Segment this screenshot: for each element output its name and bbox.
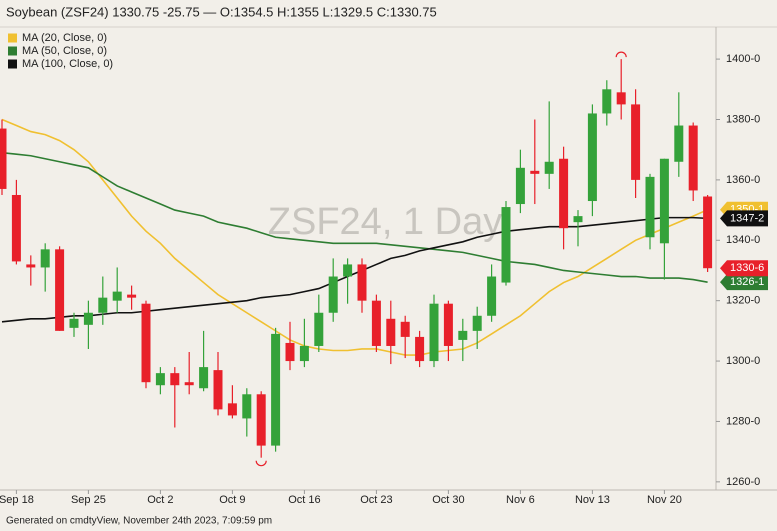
candle-body — [415, 336, 425, 362]
candle-body — [573, 216, 583, 223]
y-tick-label: 1300-0 — [726, 355, 760, 367]
ma-line — [1, 216, 708, 323]
y-tick-label: 1400-0 — [726, 53, 760, 65]
legend-label: MA (20, Close, 0) — [22, 32, 107, 44]
candle-body — [55, 249, 65, 331]
candle-body — [112, 291, 122, 301]
candle-body — [40, 249, 50, 268]
candle-body — [199, 367, 209, 389]
x-tick-label: Nov 6 — [506, 494, 535, 506]
y-tick-label: 1320-0 — [726, 295, 760, 307]
ma100-last-box — [720, 210, 768, 227]
candle-body — [0, 128, 7, 189]
y-tick-label: 1280-0 — [726, 415, 760, 427]
candle-body — [472, 315, 482, 331]
x-tick-label: Oct 16 — [288, 494, 320, 506]
candle-body — [458, 330, 468, 340]
x-tick-label: Oct 30 — [432, 494, 464, 506]
ma-line — [1, 118, 708, 356]
candle-body — [83, 312, 93, 325]
candle-body — [314, 312, 324, 346]
plot — [0, 51, 713, 467]
x-tick-label: Oct 9 — [219, 494, 245, 506]
high-marker — [615, 51, 627, 58]
legend-swatch — [8, 46, 17, 56]
footer: Generated on cmdtyView, November 24th 20… — [6, 516, 272, 527]
x-tick-label: Oct 23 — [360, 494, 392, 506]
candle-body — [371, 300, 381, 346]
candle-body — [386, 318, 396, 346]
candle-body — [530, 170, 540, 174]
legend-swatch — [8, 59, 17, 69]
ma100-last-box-label: 1347-2 — [730, 212, 764, 224]
candle-body — [256, 394, 266, 446]
candle-body — [616, 92, 626, 105]
candle-body — [544, 161, 554, 174]
y-tick-label: 1260-0 — [726, 476, 760, 488]
candle-body — [127, 294, 137, 298]
close-last-box-label: 1330-6 — [730, 262, 764, 274]
candle-body — [343, 264, 353, 277]
candle-body — [400, 321, 410, 337]
candle-body — [141, 303, 151, 383]
y-tick-label: 1360-0 — [726, 174, 760, 186]
candle-body — [515, 167, 525, 205]
candle-body — [631, 104, 641, 180]
candle-body — [242, 394, 252, 419]
candle-body — [674, 125, 684, 162]
legend-label: MA (100, Close, 0) — [22, 58, 113, 70]
candle-body — [98, 297, 108, 313]
y-tick-label: 1380-0 — [726, 113, 760, 125]
candle-body — [11, 194, 21, 262]
legend-swatch — [8, 33, 17, 43]
candle-body — [645, 176, 655, 238]
candle-body — [587, 113, 597, 202]
candle-body — [703, 196, 713, 269]
x-tick-label: Oct 2 — [147, 494, 173, 506]
candle-body — [285, 342, 295, 362]
candle-body — [429, 303, 439, 362]
candle-body — [328, 276, 338, 313]
candle-body — [357, 264, 367, 301]
candle-body — [559, 158, 569, 229]
ma-line — [1, 151, 708, 283]
candle-body — [688, 125, 698, 191]
candle-body — [443, 303, 453, 346]
candle-body — [487, 276, 497, 316]
x-tick-label: Sep 25 — [71, 494, 106, 506]
candle-body — [501, 207, 511, 283]
close-last-box — [720, 260, 768, 277]
candle-body — [26, 264, 36, 268]
candle-body — [299, 345, 309, 362]
candle-body — [602, 89, 612, 114]
candle-body — [69, 318, 79, 328]
candle-body — [213, 370, 223, 410]
watermark: ZSF24, 1 Day — [268, 201, 502, 243]
x-tick-label: Nov 13 — [575, 494, 610, 506]
candle-body — [170, 373, 180, 386]
low-marker — [255, 460, 267, 467]
legend-label: MA (50, Close, 0) — [22, 45, 107, 57]
candle-body — [659, 158, 669, 244]
ma50-last-box — [720, 274, 768, 291]
y-tick-label: 1340-0 — [726, 234, 760, 246]
x-tick-label: Sep 18 — [0, 494, 34, 506]
candle-body — [155, 373, 165, 386]
candle-body — [227, 403, 237, 416]
candle-body — [271, 333, 281, 446]
x-tick-label: Nov 20 — [647, 494, 682, 506]
candle-body — [184, 382, 194, 386]
ma50-last-box-label: 1326-1 — [730, 276, 764, 288]
chart-title: Soybean (ZSF24) 1330.75 -25.75 — O:1354.… — [6, 4, 437, 19]
